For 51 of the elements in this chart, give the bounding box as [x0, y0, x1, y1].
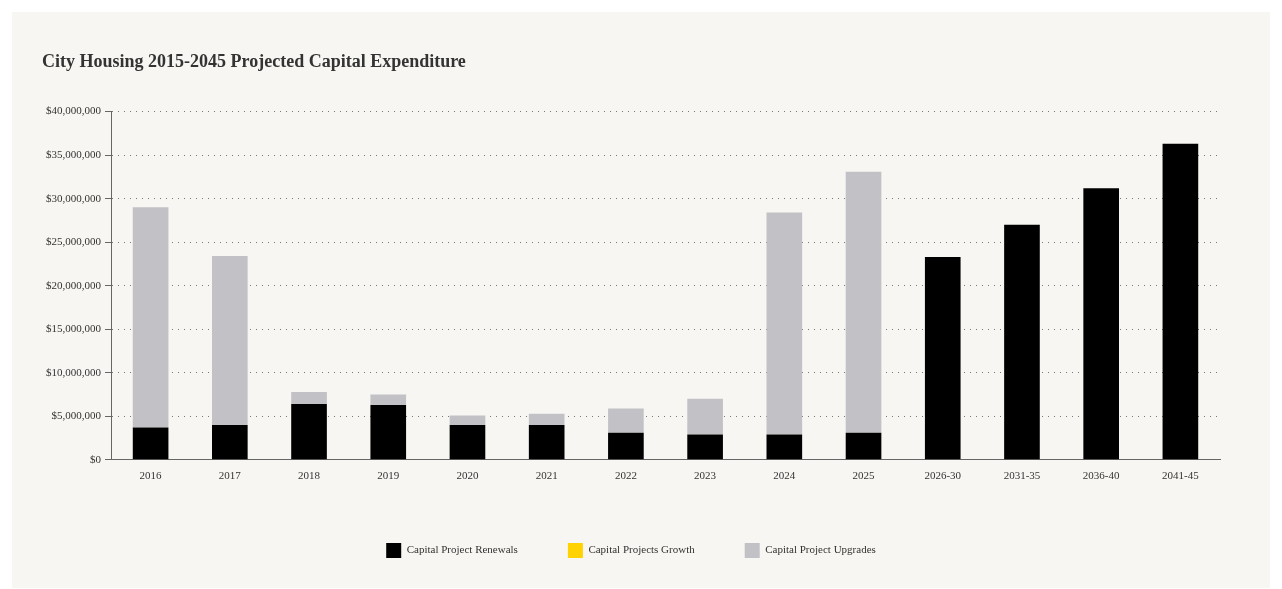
bar [687, 398, 723, 435]
chart-title: City Housing 2015-2045 Projected Capital Expenditure [42, 51, 466, 72]
x-tick-label: 2023 [694, 469, 717, 482]
x-tick-label: 2018 [298, 469, 321, 482]
x-tick-label: 2036-40 [1082, 469, 1121, 482]
bar [291, 404, 327, 460]
x-tick-label: 2026-30 [924, 469, 962, 482]
bar [291, 391, 327, 405]
bar [845, 171, 882, 433]
y-tick-label: $25,000,000 [46, 235, 102, 248]
x-tick-label: 2031-35 [1003, 469, 1041, 482]
bar [1083, 188, 1119, 460]
bar [132, 427, 169, 460]
y-tick-label: $30,000,000 [46, 191, 102, 204]
y-tick-label: $0 [90, 452, 102, 465]
x-tick-label: 2041-45 [1162, 469, 1200, 482]
x-tick-label: 2016 [139, 469, 163, 482]
bar [924, 256, 961, 460]
bar [212, 424, 248, 460]
bar [132, 207, 169, 428]
y-tick-label: $35,000,000 [46, 148, 102, 161]
bar [1004, 224, 1040, 460]
x-tick-label: 2021 [535, 469, 558, 482]
bar [766, 434, 803, 460]
bar [528, 424, 565, 460]
x-tick-label: 2024 [773, 469, 796, 482]
x-tick-label: 2025 [852, 469, 876, 482]
bar [687, 434, 723, 460]
y-tick-label: $15,000,000 [46, 322, 102, 335]
bar [766, 212, 803, 435]
x-tick-label: 2020 [456, 469, 479, 482]
x-tick-label: 2017 [218, 469, 242, 482]
bar [370, 404, 407, 460]
bar [845, 432, 882, 460]
bar [212, 256, 248, 425]
x-tick-label: 2022 [614, 469, 637, 482]
bar [608, 432, 644, 460]
legend-label: Capital Project Renewals [406, 543, 518, 556]
bar [370, 394, 407, 405]
legend-label: Capital Projects Growth [588, 543, 696, 556]
y-tick-label: $5,000,000 [51, 409, 102, 422]
bar [449, 415, 486, 425]
y-tick-label: $40,000,000 [46, 104, 102, 117]
y-tick-label: $20,000,000 [46, 278, 102, 291]
legend-label: Capital Project Upgrades [765, 543, 876, 556]
bar [449, 424, 486, 460]
bar [1162, 143, 1199, 460]
x-tick-label: 2019 [377, 469, 400, 482]
y-tick-label: $10,000,000 [46, 365, 102, 378]
bar [528, 413, 565, 425]
bar [608, 408, 644, 433]
